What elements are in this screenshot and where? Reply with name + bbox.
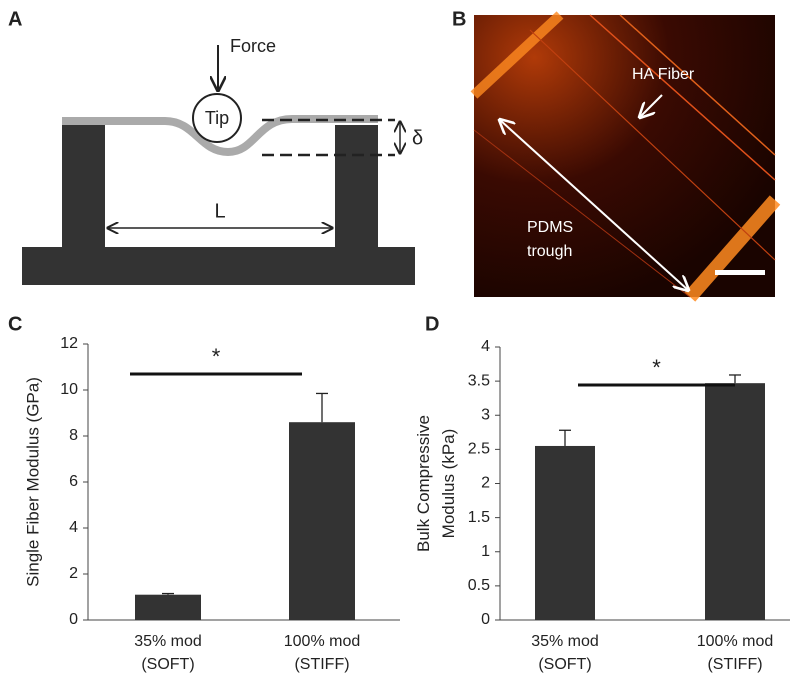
tip-label: Tip (205, 108, 229, 128)
y-tick-label: 0 (69, 611, 78, 628)
bar (705, 383, 765, 620)
bar (135, 594, 201, 620)
x-tick-label: 100% mod (STIFF) (284, 633, 361, 673)
panel-label: C (8, 313, 22, 335)
y-tick-label: 8 (69, 427, 78, 444)
y-tick-label: 4 (481, 338, 490, 355)
y-tick-label: 4 (69, 519, 78, 536)
x-tick-label: 100% mod (STIFF) (697, 633, 774, 673)
trough-label: trough (527, 243, 572, 260)
y-tick-label: 3.5 (468, 372, 490, 389)
x-tick-label: 35% mod (SOFT) (134, 633, 202, 673)
y-tick-label: 2 (481, 475, 490, 492)
force-label: Force (230, 36, 276, 56)
significance-mark: * (212, 344, 221, 369)
deflection-label: δ (412, 127, 423, 149)
y-tick-label: 0.5 (468, 577, 490, 594)
x-tick-label: 35% mod (SOFT) (531, 633, 599, 673)
panel-label: D (425, 313, 439, 335)
panel-label: A (8, 8, 22, 30)
y-tick-label: 12 (60, 335, 78, 352)
y-tick-label: 2 (69, 565, 78, 582)
diagram (22, 45, 415, 285)
y-tick-label: 1 (481, 543, 490, 560)
y-tick-label: 10 (60, 381, 78, 398)
significance-mark: * (652, 355, 661, 380)
fiber-label: HA Fiber (632, 66, 695, 83)
panel-label: B (452, 8, 466, 30)
bar (289, 422, 355, 620)
bar (535, 445, 595, 620)
y-tick-label: 2.5 (468, 441, 490, 458)
y-tick-label: 3 (481, 406, 490, 423)
trough-label: PDMS (527, 219, 573, 236)
y-tick-label: 6 (69, 473, 78, 490)
micrograph (470, 11, 781, 302)
y-tick-label: 1.5 (468, 509, 490, 526)
y-tick-label: 0 (481, 611, 490, 628)
y-axis-label: Single Fiber Modulus (GPa) (23, 377, 42, 587)
length-label: L (214, 200, 225, 222)
y-axis-label: Bulk Compressive Modulus (kPa) (415, 415, 459, 552)
